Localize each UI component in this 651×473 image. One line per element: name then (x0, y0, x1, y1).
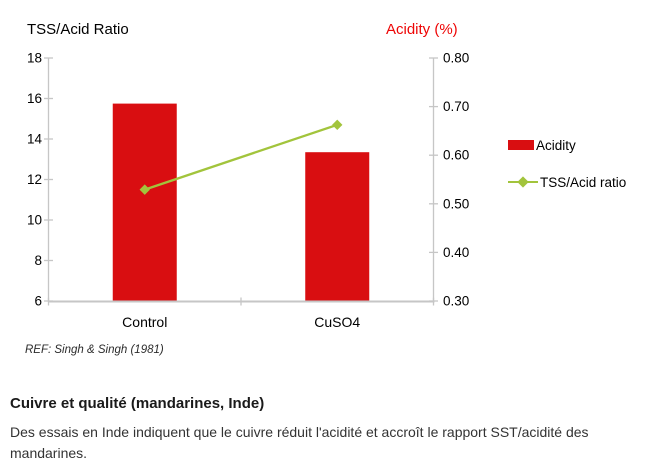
right-axis-tick-label: 0.60 (443, 148, 469, 163)
right-axis-tick-label: 0.70 (443, 99, 469, 114)
left-axis-title: TSS/Acid Ratio (27, 21, 129, 38)
tss-ratio-marker-cuso4 (332, 119, 343, 131)
plot-area: 18 16 14 12 10 8 6 0.80 0.70 0.60 0.50 0.40 0.30 Cont… (27, 51, 469, 331)
right-axis-tick-label: 0.80 (443, 51, 469, 66)
right-axis-title: Acidity (%) (386, 21, 458, 38)
right-axis-tick-label: 0.50 (443, 196, 469, 211)
left-axis-tick-label: 14 (27, 132, 43, 147)
chart-legend: Acidity TSS/Acid ratio (508, 138, 626, 212)
acidity-series-swatch-icon (508, 140, 534, 150)
left-axis-tick-label: 12 (27, 172, 42, 187)
legend-item-acidity: Acidity (508, 137, 626, 153)
legend-label-acidity: Acidity (536, 137, 576, 153)
left-axis-tick-label: 10 (27, 213, 42, 228)
left-axis-tick-label: 6 (34, 294, 42, 309)
caption-heading: Cuivre et qualité (mandarines, Inde) (10, 395, 265, 412)
right-axis-tick-label: 0.30 (443, 294, 469, 309)
left-axis-tick-label: 18 (27, 51, 42, 66)
caption-block: Cuivre et qualité (mandarines, Inde) Des… (10, 395, 642, 464)
category-label-cuso4: CuSO4 (314, 314, 360, 330)
tss-ratio-series-swatch-icon (508, 176, 538, 188)
caption-body: Des essais en Inde indiquent que le cuiv… (10, 424, 589, 461)
tss-ratio-line (144, 123, 338, 191)
bar-cuso4 (305, 152, 370, 301)
tss-ratio-marker-control (139, 184, 150, 195)
bar-control (112, 103, 177, 301)
legend-label-tss-acid-ratio: TSS/Acid ratio (540, 174, 627, 190)
left-axis-tick-label: 16 (27, 91, 42, 106)
right-axis-tick-label: 0.40 (443, 245, 469, 260)
category-label-control: Control (122, 314, 167, 330)
reference-note: REF: Singh & Singh (1981) (25, 344, 164, 356)
left-axis-tick-label: 8 (34, 253, 42, 268)
legend-item-tss-acid-ratio: TSS/Acid ratio (508, 174, 627, 190)
